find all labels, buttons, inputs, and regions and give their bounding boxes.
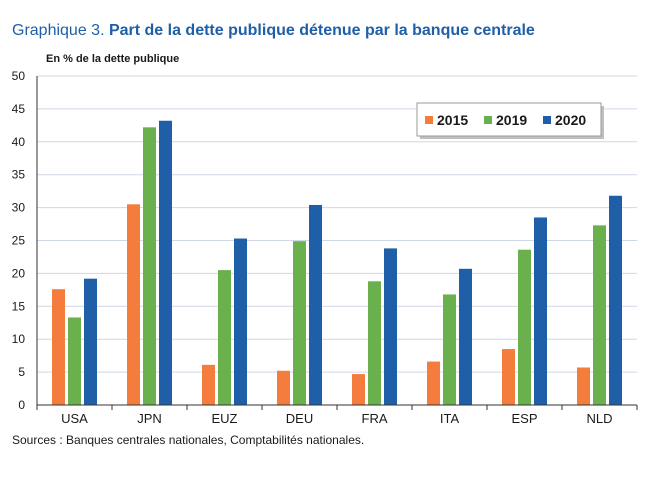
bar-2019-esp — [518, 249, 531, 405]
x-tick-label: NLD — [586, 411, 612, 426]
y-tick-label: 30 — [12, 201, 26, 215]
x-tick-label: DEU — [286, 411, 313, 426]
y-tick-label: 10 — [12, 332, 26, 346]
x-tick-label: FRA — [362, 411, 388, 426]
bar-2019-nld — [593, 225, 606, 405]
y-tick-label: 0 — [18, 398, 25, 412]
y-tick-label: 40 — [12, 135, 26, 149]
legend-swatch-2015 — [425, 116, 433, 124]
y-tick-label: 5 — [18, 365, 25, 379]
bar-2015-euz — [202, 364, 215, 405]
bar-2015-nld — [577, 367, 590, 405]
bar-2020-ita — [459, 268, 472, 405]
y-tick-label: 45 — [12, 102, 26, 116]
bar-2015-deu — [277, 370, 290, 405]
legend-label: 2020 — [555, 112, 586, 128]
bar-2015-jpn — [127, 204, 140, 405]
bar-2020-usa — [84, 278, 97, 405]
axes — [36, 76, 638, 410]
bar-2019-usa — [68, 317, 81, 405]
legend-box — [416, 102, 602, 137]
bar-2015-esp — [502, 349, 515, 405]
bar-2019-fra — [368, 281, 381, 405]
x-tick-label: EUZ — [212, 411, 238, 426]
legend-swatch-2019 — [484, 116, 492, 124]
bar-2020-deu — [309, 204, 322, 405]
chart-title-main: Part de la dette publique détenue par la… — [108, 22, 535, 39]
y-tick-label: 25 — [12, 234, 26, 248]
y-tick-label: 20 — [12, 266, 26, 280]
bar-2019-jpn — [143, 127, 156, 405]
bar-2019-euz — [218, 270, 231, 405]
x-tick-label: ITA — [440, 411, 460, 426]
x-tick-label: ESP — [511, 411, 537, 426]
x-tick-label: USA — [61, 411, 88, 426]
legend: 2015 2019 2020 — [416, 102, 604, 139]
y-tick-label: 15 — [12, 299, 26, 313]
legend-label: 2019 — [496, 112, 527, 128]
chart-title-prefix: Graphique 3. — [12, 22, 109, 39]
bars — [52, 120, 622, 405]
bar-2015-ita — [427, 361, 440, 405]
bar-2020-jpn — [159, 120, 172, 405]
y-axis-ticks: 0 5 10 15 20 25 30 35 40 45 50 — [12, 69, 26, 412]
legend-swatch-2020 — [543, 116, 551, 124]
y-tick-label: 35 — [12, 168, 26, 182]
chart-title: Graphique 3. Part de la dette publique d… — [12, 22, 535, 40]
bar-2020-fra — [384, 248, 397, 405]
x-axis-labels: USA JPN EUZ DEU FRA ITA ESP NLD — [61, 411, 612, 426]
y-tick-label: 50 — [12, 69, 26, 83]
bar-2015-usa — [52, 289, 65, 405]
source-note: Sources : Banques centrales nationales, … — [12, 433, 365, 447]
bar-2020-esp — [534, 217, 547, 405]
legend-label: 2015 — [437, 112, 468, 128]
bar-2019-ita — [443, 294, 456, 405]
x-tick-label: JPN — [137, 411, 162, 426]
bar-2015-fra — [352, 374, 365, 405]
unit-label: En % de la dette publique — [46, 53, 180, 65]
bar-2020-euz — [234, 238, 247, 405]
bar-2019-deu — [293, 241, 306, 405]
bar-2020-nld — [609, 195, 622, 405]
